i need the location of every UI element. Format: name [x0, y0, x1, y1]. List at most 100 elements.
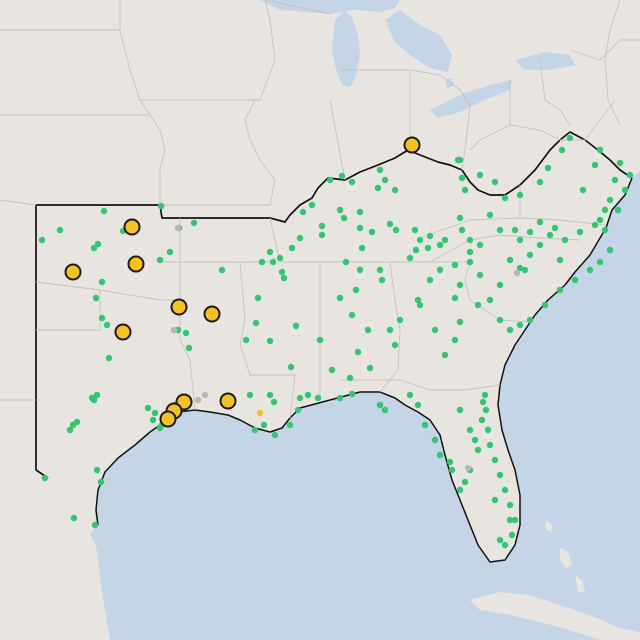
minor-station-marker[interactable] [88, 394, 96, 402]
minor-station-marker[interactable] [105, 354, 113, 362]
minor-station-marker[interactable] [182, 329, 190, 337]
inactive-station-marker[interactable] [513, 269, 521, 277]
minor-station-marker[interactable] [336, 394, 344, 402]
minor-station-marker[interactable] [526, 251, 534, 259]
minor-station-marker[interactable] [103, 321, 111, 329]
minor-station-marker[interactable] [94, 240, 102, 248]
minor-station-marker[interactable] [501, 194, 509, 202]
minor-station-marker[interactable] [506, 501, 514, 509]
minor-station-marker[interactable] [431, 436, 439, 444]
major-station-marker[interactable] [159, 410, 177, 428]
minor-station-marker[interactable] [556, 286, 564, 294]
minor-station-marker[interactable] [451, 261, 459, 269]
minor-station-marker[interactable] [280, 274, 288, 282]
minor-station-marker[interactable] [269, 258, 277, 266]
minor-station-marker[interactable] [314, 394, 322, 402]
minor-station-marker[interactable] [73, 418, 81, 426]
minor-station-marker[interactable] [381, 176, 389, 184]
minor-station-marker[interactable] [242, 336, 250, 344]
minor-station-marker[interactable] [340, 214, 348, 222]
minor-station-marker[interactable] [391, 186, 399, 194]
minor-station-marker[interactable] [260, 421, 268, 429]
minor-station-marker[interactable] [601, 206, 609, 214]
minor-station-marker[interactable] [366, 364, 374, 372]
minor-station-marker[interactable] [526, 316, 534, 324]
minor-station-marker[interactable] [461, 478, 469, 486]
minor-station-marker[interactable] [416, 301, 424, 309]
minor-station-marker[interactable] [436, 451, 444, 459]
major-station-marker[interactable] [114, 323, 132, 341]
minor-station-marker[interactable] [328, 366, 336, 374]
minor-station-marker[interactable] [270, 398, 278, 406]
minor-station-marker[interactable] [70, 514, 78, 522]
minor-station-marker[interactable] [458, 226, 466, 234]
minor-station-marker[interactable] [386, 326, 394, 334]
minor-station-marker[interactable] [506, 516, 514, 524]
minor-station-marker[interactable] [66, 426, 74, 434]
minor-station-marker[interactable] [474, 301, 482, 309]
minor-station-marker[interactable] [364, 326, 372, 334]
inactive-station-marker[interactable] [464, 464, 472, 472]
minor-station-marker[interactable] [536, 241, 544, 249]
minor-station-marker[interactable] [421, 421, 429, 429]
minor-station-marker[interactable] [611, 176, 619, 184]
minor-station-marker[interactable] [92, 294, 100, 302]
minor-station-marker[interactable] [396, 316, 404, 324]
minor-station-marker[interactable] [466, 426, 474, 434]
minor-station-marker[interactable] [348, 178, 356, 186]
minor-station-marker[interactable] [266, 337, 274, 345]
minor-station-marker[interactable] [246, 391, 254, 399]
minor-station-marker[interactable] [456, 486, 464, 494]
minor-station-marker[interactable] [476, 241, 484, 249]
minor-station-marker[interactable] [151, 409, 159, 417]
minor-station-marker[interactable] [558, 146, 566, 154]
minor-station-marker[interactable] [318, 222, 326, 230]
minor-station-marker[interactable] [426, 232, 434, 240]
minor-station-marker[interactable] [286, 421, 294, 429]
minor-station-marker[interactable] [424, 244, 432, 252]
minor-station-marker[interactable] [496, 281, 504, 289]
minor-station-marker[interactable] [431, 326, 439, 334]
minor-station-marker[interactable] [190, 219, 198, 227]
minor-station-marker[interactable] [614, 206, 622, 214]
minor-station-marker[interactable] [491, 178, 499, 186]
minor-station-marker[interactable] [536, 178, 544, 186]
minor-station-marker[interactable] [491, 496, 499, 504]
minor-station-marker[interactable] [416, 236, 424, 244]
minor-station-marker[interactable] [296, 234, 304, 242]
minor-station-marker[interactable] [596, 216, 604, 224]
minor-station-marker[interactable] [591, 221, 599, 229]
minor-station-marker[interactable] [466, 258, 474, 266]
minor-station-marker[interactable] [271, 431, 279, 439]
minor-station-marker[interactable] [521, 266, 529, 274]
minor-station-marker[interactable] [296, 394, 304, 402]
inactive-station-marker[interactable] [174, 224, 182, 232]
minor-station-marker[interactable] [511, 226, 519, 234]
minor-station-marker[interactable] [571, 276, 579, 284]
minor-station-marker[interactable] [376, 401, 384, 409]
major-station-marker[interactable] [170, 298, 188, 316]
minor-station-marker[interactable] [98, 278, 106, 286]
minor-station-marker[interactable] [486, 211, 494, 219]
minor-station-marker[interactable] [541, 301, 549, 309]
minor-station-marker[interactable] [501, 486, 509, 494]
minor-station-marker[interactable] [378, 276, 386, 284]
minor-station-marker[interactable] [392, 226, 400, 234]
major-station-marker[interactable] [123, 218, 141, 236]
minor-station-marker[interactable] [621, 186, 629, 194]
minor-station-marker[interactable] [441, 351, 449, 359]
minor-station-marker[interactable] [516, 264, 524, 272]
minor-station-marker[interactable] [426, 276, 434, 284]
minor-station-marker[interactable] [576, 228, 584, 236]
minor-station-marker[interactable] [38, 236, 46, 244]
minor-station-marker[interactable] [56, 226, 64, 234]
minor-station-marker[interactable] [391, 341, 399, 349]
minor-station-marker[interactable] [352, 286, 360, 294]
minor-station-marker[interactable] [346, 374, 354, 382]
minor-station-marker[interactable] [156, 256, 164, 264]
minor-station-marker[interactable] [496, 226, 504, 234]
minor-station-marker[interactable] [294, 406, 302, 414]
minor-station-marker[interactable] [456, 318, 464, 326]
minor-station-marker[interactable] [446, 458, 454, 466]
